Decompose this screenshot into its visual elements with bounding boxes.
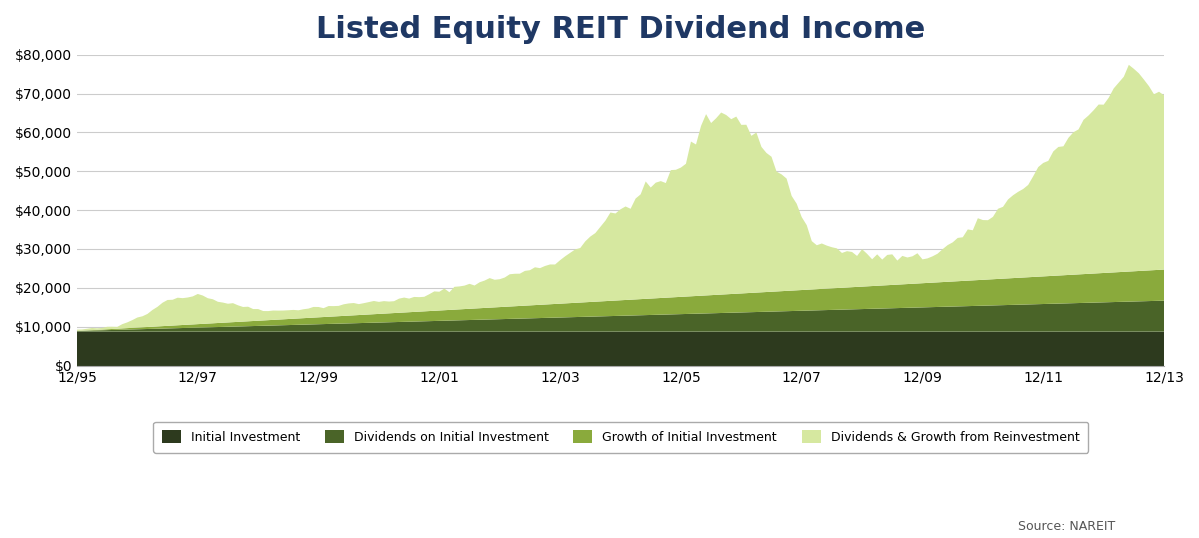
Text: Source: NAREIT: Source: NAREIT — [1018, 520, 1115, 533]
Title: Listed Equity REIT Dividend Income: Listed Equity REIT Dividend Income — [315, 15, 926, 44]
Legend: Initial Investment, Dividends on Initial Investment, Growth of Initial Investmen: Initial Investment, Dividends on Initial… — [153, 422, 1087, 452]
